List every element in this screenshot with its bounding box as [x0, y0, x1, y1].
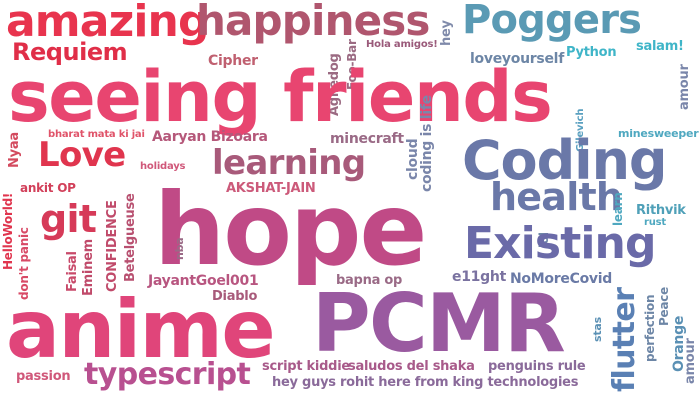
word-typescript: typescript [84, 357, 251, 392]
word-rust: rust [644, 217, 666, 228]
word-peace: Peace [657, 286, 671, 326]
word-amour-bottom: amour [683, 338, 698, 384]
word-jayantgoel001: JayantGoel001 [148, 273, 259, 289]
word-cipher: Cipher [208, 53, 258, 69]
word-passion: passion [16, 369, 71, 384]
word-bapna-op: bapna op [336, 273, 403, 288]
word-stas: stas [591, 317, 604, 342]
word-penguins-rule: penguins rule [488, 359, 586, 374]
word-python: Python [566, 45, 617, 60]
word-minecraft: minecraft [330, 131, 404, 147]
word-nba: nba [173, 237, 186, 260]
word-e11ght: e11ght [452, 269, 506, 285]
word-anime: anime [6, 283, 276, 376]
word-helloworld: HelloWorld! [1, 192, 15, 270]
word-ankit-op: ankit OP [20, 181, 76, 195]
word-salam: salam! [636, 39, 684, 54]
word-happiness: happiness [196, 0, 430, 45]
word-poggers: Poggers [462, 0, 642, 43]
word-nomorecovid: NoMoreCovid [510, 271, 613, 287]
word-learning: learning [212, 143, 366, 183]
word-health: health [490, 175, 623, 219]
word-love: Love [38, 135, 126, 175]
word-hola-amigos: Hola amigos! [366, 39, 438, 50]
word-git: git [40, 197, 97, 241]
word-coding: Coding [462, 129, 668, 192]
word-flutter: flutter [607, 287, 642, 392]
word-confidence: CONFIDENCE [105, 200, 120, 292]
word-holidays: holidays [140, 161, 186, 172]
word-saludos-del-shaka: saludos del shaka [348, 359, 475, 374]
word-betelgueuse: Betelgueuse [123, 193, 138, 282]
word-aaryan-bizoara: Aaryan Bizoara [152, 129, 268, 145]
word-hey-vertical: hey [439, 20, 454, 46]
word-rithvik: Rithvik [636, 203, 686, 218]
word-nyaa: Nyaa [7, 132, 22, 168]
word-diablo: Diablo [212, 289, 258, 304]
word-minesweeper: minesweeper [618, 127, 699, 140]
word-bharat-mata-ki-jai: bharat mata ki jai [48, 129, 145, 140]
word-hope: hope [154, 171, 427, 288]
word-amazing: amazing [6, 0, 209, 47]
word-script-kiddie: script kiddie [262, 359, 350, 374]
word-loveyourself: loveyourself [470, 51, 565, 67]
word-hey-guys-rohit: hey guys rohit here from king technologi… [272, 375, 579, 390]
word-existing: Existing [464, 218, 656, 269]
word-perfection: perfection [643, 294, 657, 362]
word-amour-top: amour [677, 64, 692, 110]
word-akshat-jain: AKSHAT-JAIN [226, 181, 316, 196]
word-seeing-friends: seeing friends [8, 56, 553, 138]
word-pcmr: PCMR [312, 277, 566, 370]
word-requiem: Requiem [12, 38, 128, 66]
